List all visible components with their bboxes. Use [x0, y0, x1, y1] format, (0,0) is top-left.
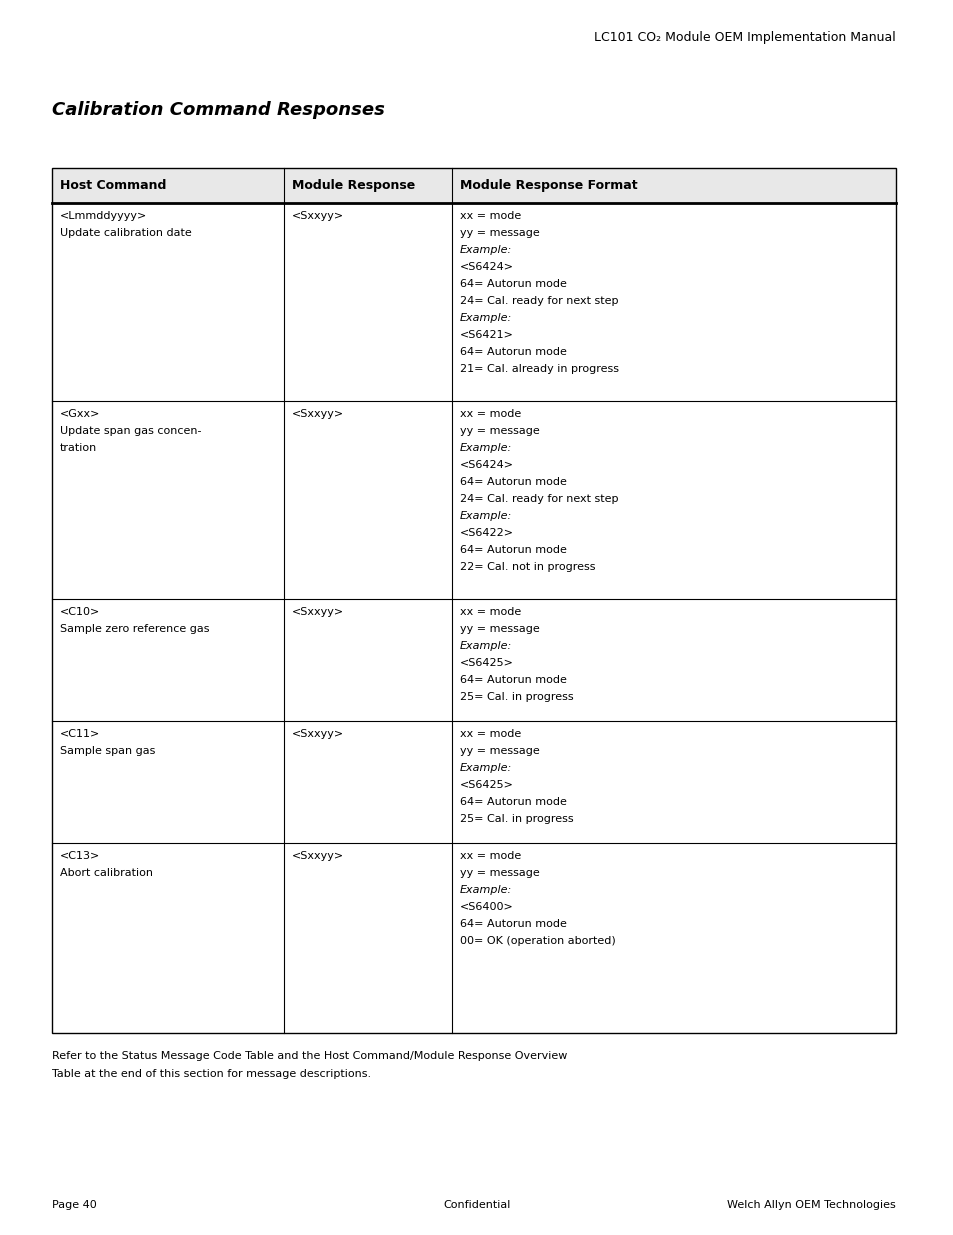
Text: 21= Cal. already in progress: 21= Cal. already in progress — [459, 364, 618, 374]
Text: 64= Autorun mode: 64= Autorun mode — [459, 545, 566, 555]
Text: Example:: Example: — [459, 245, 512, 254]
Text: Example:: Example: — [459, 885, 512, 895]
Text: Confidential: Confidential — [443, 1200, 510, 1210]
Text: <Lmmddyyyy>: <Lmmddyyyy> — [60, 211, 147, 221]
Text: Calibration Command Responses: Calibration Command Responses — [52, 101, 384, 119]
Text: <C11>: <C11> — [60, 729, 100, 739]
Text: Table at the end of this section for message descriptions.: Table at the end of this section for mes… — [52, 1070, 371, 1079]
Text: <C10>: <C10> — [60, 606, 100, 618]
Text: <S6421>: <S6421> — [459, 330, 514, 340]
Text: <Sxxyy>: <Sxxyy> — [292, 851, 344, 861]
Text: <S6424>: <S6424> — [459, 262, 514, 272]
Text: Host Command: Host Command — [60, 179, 166, 191]
Text: 22= Cal. not in progress: 22= Cal. not in progress — [459, 562, 595, 572]
Bar — [52, 168, 895, 1032]
Text: yy = message: yy = message — [459, 868, 539, 878]
Text: Refer to the Status Message Code Table and the Host Command/Module Response Over: Refer to the Status Message Code Table a… — [52, 1051, 567, 1061]
Text: <C13>: <C13> — [60, 851, 100, 861]
Text: 64= Autorun mode: 64= Autorun mode — [459, 676, 566, 685]
Text: 00= OK (operation aborted): 00= OK (operation aborted) — [459, 936, 615, 946]
Text: <S6400>: <S6400> — [459, 902, 514, 911]
Text: <S6425>: <S6425> — [459, 658, 514, 668]
Text: Abort calibration: Abort calibration — [60, 868, 152, 878]
Text: Example:: Example: — [459, 763, 512, 773]
Text: Welch Allyn OEM Technologies: Welch Allyn OEM Technologies — [726, 1200, 895, 1210]
Text: yy = message: yy = message — [459, 426, 539, 436]
Text: LC101 CO₂ Module OEM Implementation Manual: LC101 CO₂ Module OEM Implementation Manu… — [594, 32, 895, 44]
Text: 64= Autorun mode: 64= Autorun mode — [459, 347, 566, 357]
Text: xx = mode: xx = mode — [459, 606, 520, 618]
Text: yy = message: yy = message — [459, 624, 539, 634]
Text: 25= Cal. in progress: 25= Cal. in progress — [459, 814, 573, 824]
Text: 64= Autorun mode: 64= Autorun mode — [459, 919, 566, 929]
Text: 64= Autorun mode: 64= Autorun mode — [459, 477, 566, 487]
Text: 64= Autorun mode: 64= Autorun mode — [459, 279, 566, 289]
Text: Page 40: Page 40 — [52, 1200, 96, 1210]
Text: 24= Cal. ready for next step: 24= Cal. ready for next step — [459, 296, 618, 306]
Text: yy = message: yy = message — [459, 228, 539, 238]
Text: <Sxxyy>: <Sxxyy> — [292, 729, 344, 739]
Text: Sample zero reference gas: Sample zero reference gas — [60, 624, 210, 634]
Text: 24= Cal. ready for next step: 24= Cal. ready for next step — [459, 494, 618, 504]
Text: xx = mode: xx = mode — [459, 851, 520, 861]
Text: <S6424>: <S6424> — [459, 459, 514, 471]
Text: Example:: Example: — [459, 511, 512, 521]
Text: yy = message: yy = message — [459, 746, 539, 756]
Text: <Gxx>: <Gxx> — [60, 409, 100, 419]
Text: tration: tration — [60, 443, 97, 453]
Text: 64= Autorun mode: 64= Autorun mode — [459, 797, 566, 806]
Text: 25= Cal. in progress: 25= Cal. in progress — [459, 692, 573, 701]
Text: <S6425>: <S6425> — [459, 781, 514, 790]
Text: Update span gas concen-: Update span gas concen- — [60, 426, 201, 436]
Text: <S6422>: <S6422> — [459, 529, 514, 538]
Text: Update calibration date: Update calibration date — [60, 228, 192, 238]
Text: xx = mode: xx = mode — [459, 211, 520, 221]
Text: Example:: Example: — [459, 312, 512, 324]
Text: xx = mode: xx = mode — [459, 729, 520, 739]
Text: xx = mode: xx = mode — [459, 409, 520, 419]
Text: <Sxxyy>: <Sxxyy> — [292, 409, 344, 419]
Text: <Sxxyy>: <Sxxyy> — [292, 211, 344, 221]
Text: <Sxxyy>: <Sxxyy> — [292, 606, 344, 618]
Text: Example:: Example: — [459, 641, 512, 651]
Text: Sample span gas: Sample span gas — [60, 746, 155, 756]
Text: Module Response: Module Response — [292, 179, 415, 191]
Text: Example:: Example: — [459, 443, 512, 453]
Bar — [52, 168, 895, 203]
Text: Module Response Format: Module Response Format — [459, 179, 637, 191]
